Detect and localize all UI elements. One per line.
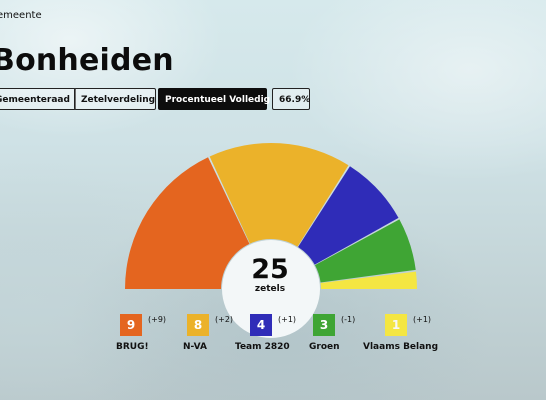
arc-segment-groen [314, 219, 416, 283]
legend-seat-count: 4 [250, 314, 272, 336]
seat-total-label: zetels [254, 284, 286, 294]
page-header: emeente Bonheiden Gemeenteraad Zetelverd… [0, 0, 546, 118]
legend-party-name: Groen [309, 342, 340, 352]
legend-seat-count: 8 [187, 314, 209, 336]
arc-segment-n-va [209, 142, 349, 247]
legend-seat-change: (-1) [341, 315, 356, 324]
arc-center [222, 240, 320, 338]
legend-seat-count: 9 [120, 314, 142, 336]
legend-party-name: BRUG! [116, 342, 149, 352]
municipality-label: emeente [0, 10, 42, 21]
legend-seat-change: (+2) [215, 315, 234, 324]
arc-segment-vlaams-belang [320, 271, 417, 289]
arc-segment-team-2820 [298, 166, 399, 265]
legend-party-name: Vlaams Belang [363, 342, 439, 352]
legend-seat-count: 3 [313, 314, 335, 336]
legend-seat-change: (+1) [278, 315, 297, 324]
tab-zetelverdeling[interactable]: Zetelverdeling [74, 88, 156, 110]
legend-seat-count: 1 [385, 314, 407, 336]
page-title: Bonheiden [0, 43, 174, 78]
legend-party-name: N-VA [183, 342, 207, 352]
tab-gemeenteraad[interactable]: Gemeenteraad [0, 88, 76, 110]
seat-total: 25 [251, 254, 289, 285]
arc-segment-brug [125, 157, 250, 289]
legend-seat-change: (+1) [413, 315, 432, 324]
seat-distribution-chart: 25 zetels 9 (+9) BRUG! 8 (+2) N-VA 4 (+1… [0, 118, 546, 400]
tab-procentueel-volledig[interactable]: Procentueel Volledig [158, 88, 270, 110]
seat-arc [125, 142, 417, 338]
legend-seat-change: (+9) [148, 315, 167, 324]
legend-party-name: Team 2820 [235, 342, 290, 352]
tab-counted-percentage[interactable]: 66.9% [272, 88, 310, 110]
